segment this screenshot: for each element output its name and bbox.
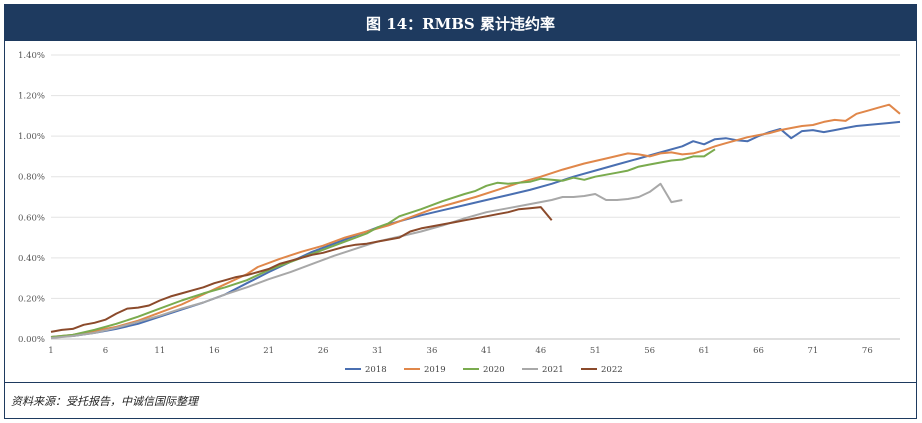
source-note: 资料来源：受托报告，中诚信国际整理 (5, 382, 916, 418)
figure-frame: 图 14：RMBS 累计违约率 0.00% 0.20% 0.40% 0.60% 0.80… (4, 4, 917, 419)
x-tick-label: 41 (481, 346, 492, 356)
line-chart: 0.00% 0.20% 0.40% 0.60% 0.80% 1.00% 1.20% 1.40%… (18, 51, 901, 375)
x-tick-label: 1 (48, 346, 53, 356)
x-tick-label: 76 (862, 346, 873, 356)
chart-area: 0.00% 0.20% 0.40% 0.60% 0.80% 1.00% 1.20% 1.40%… (5, 41, 916, 381)
x-tick-label: 51 (590, 346, 601, 356)
series-line-2019 (50, 103, 901, 338)
y-tick-label: 0.40% (18, 254, 45, 264)
y-tick-label: 1.00% (18, 132, 45, 142)
x-tick-label: 61 (699, 346, 710, 356)
y-tick-label: 1.20% (18, 92, 45, 102)
y-tick-label: 0.20% (18, 294, 45, 304)
x-tick-label: 11 (154, 346, 165, 356)
x-tick-label: 36 (427, 346, 438, 356)
legend-label-2021: 2021 (542, 365, 564, 375)
y-tick-label: 0.60% (18, 213, 45, 223)
series-line-2021 (50, 182, 683, 339)
legend-label-2019: 2019 (424, 365, 446, 375)
y-tick-label: 1.40% (18, 51, 45, 61)
legend-label-2018: 2018 (365, 365, 387, 375)
x-tick-label: 71 (808, 346, 819, 356)
y-tick-label: 0.00% (18, 335, 45, 345)
x-tick-label: 46 (535, 346, 546, 356)
y-tick-label: 0.80% (18, 173, 45, 183)
series-line-2022 (50, 206, 553, 333)
x-tick-label: 56 (644, 346, 655, 356)
chart-title: 图 14：RMBS 累计违约率 (5, 5, 916, 41)
legend-label-2020: 2020 (483, 365, 505, 375)
x-tick-label: 26 (318, 346, 329, 356)
x-tick-label: 66 (753, 346, 764, 356)
x-tick-label: 16 (209, 346, 220, 356)
x-tick-label: 6 (103, 346, 108, 356)
series-line-2020 (50, 148, 716, 338)
x-tick-label: 31 (372, 346, 383, 356)
x-tick-label: 21 (263, 346, 274, 356)
legend-label-2022: 2022 (601, 365, 623, 375)
